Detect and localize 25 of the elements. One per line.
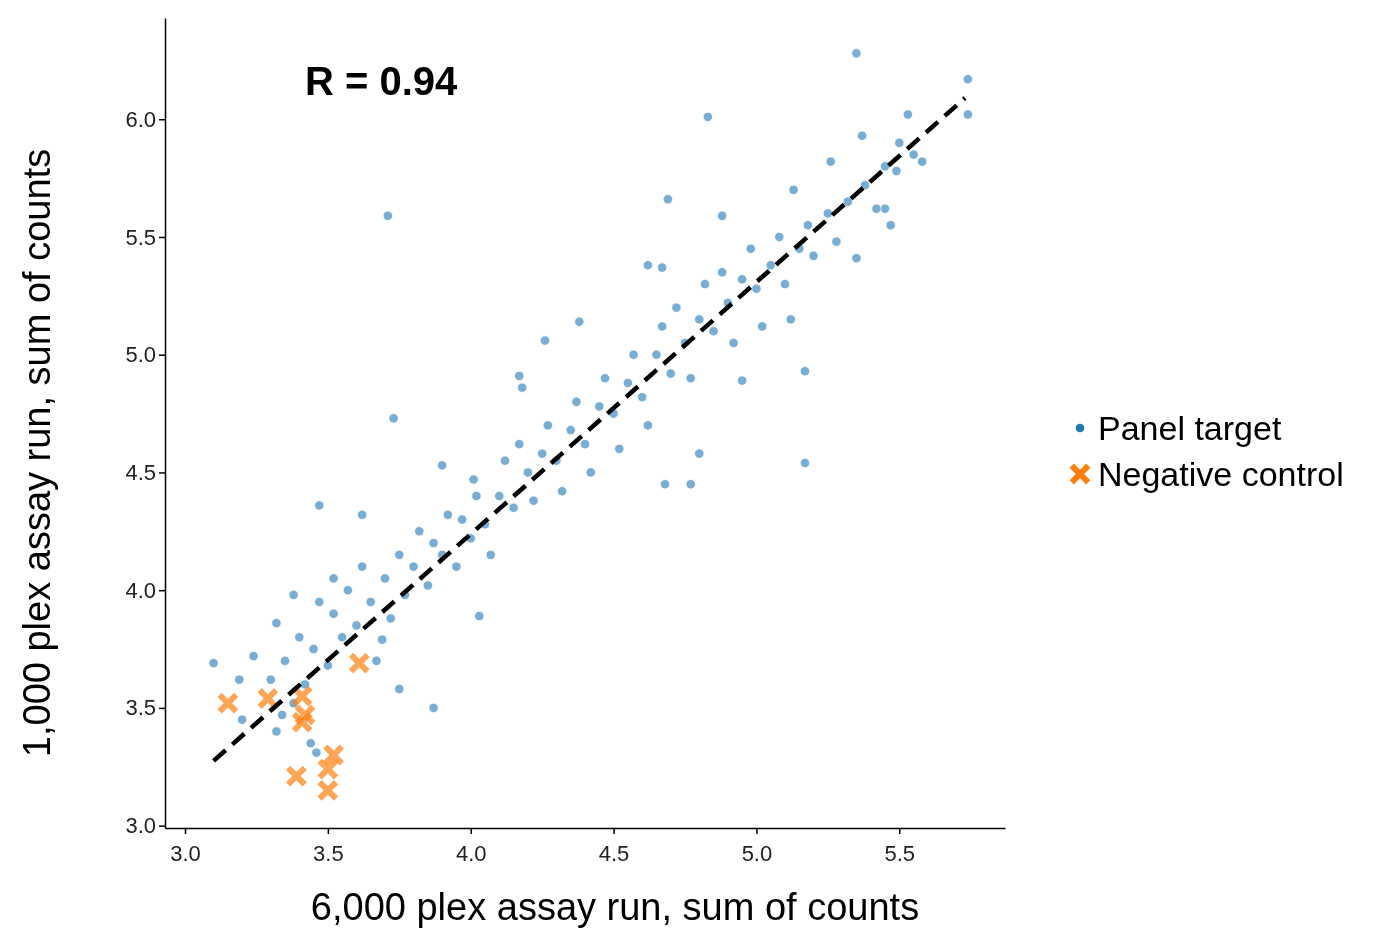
x-tick-label: 3.5 bbox=[313, 841, 344, 867]
x-tick-label: 3.0 bbox=[170, 841, 201, 867]
y-tick-label: 3.5 bbox=[125, 695, 156, 721]
y-tick-label: 6.0 bbox=[125, 106, 156, 132]
point bbox=[348, 651, 371, 675]
point bbox=[285, 764, 308, 788]
y-tick-label: 5.0 bbox=[125, 342, 156, 368]
y-tick-label: 4.0 bbox=[125, 577, 156, 603]
x-tick-label: 4.0 bbox=[455, 841, 487, 867]
point bbox=[316, 779, 340, 802]
y-tick-label: 5.5 bbox=[125, 224, 156, 250]
legend-label: Negative control bbox=[1098, 455, 1344, 493]
point bbox=[316, 757, 340, 781]
x-tick-label: 5.5 bbox=[884, 841, 916, 867]
y-tick-label: 4.5 bbox=[125, 459, 156, 485]
x-axis-title: 6,000 plex assay run, sum of counts bbox=[310, 886, 920, 928]
y-axis-title: 1,000 plex assay run, sum of counts bbox=[16, 148, 58, 758]
point bbox=[216, 691, 240, 715]
legend-label: Panel target bbox=[1098, 409, 1282, 447]
x-tick-label: 5.0 bbox=[741, 841, 773, 867]
annotation: R = 0.94 bbox=[305, 59, 459, 103]
point bbox=[322, 743, 345, 767]
x-tick-label: 4.5 bbox=[598, 841, 630, 867]
y-tick-label: 3.0 bbox=[125, 813, 156, 839]
point bbox=[290, 684, 314, 708]
